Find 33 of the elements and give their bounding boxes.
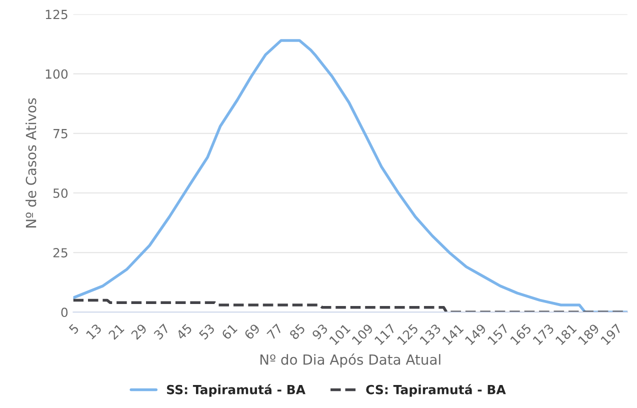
- x-tick-label: 93: [312, 323, 328, 340]
- x-tick-label: 45: [176, 324, 192, 340]
- y-tick-label: 100: [46, 69, 68, 79]
- x-tick-label: 101: [328, 324, 351, 346]
- x-axis-title: Nº do Dia Após Data Atual: [260, 354, 440, 368]
- x-tick-label: 109: [352, 323, 374, 346]
- x-tick-label: 29: [130, 323, 148, 340]
- x-tick-label: 53: [198, 323, 216, 340]
- x-tick-label: 149: [464, 323, 487, 346]
- y-tick-label: 25: [53, 248, 68, 258]
- x-tick-label: 173: [532, 323, 554, 346]
- x-tick-label: 13: [86, 323, 102, 340]
- x-tick-label: 165: [510, 323, 532, 346]
- legend-label: SS: Tapiramutá - BA: [167, 384, 306, 397]
- line-series: [73, 39, 628, 312]
- x-tick-label: 189: [578, 323, 600, 346]
- x-tick-label: 5: [68, 324, 80, 334]
- x-tick-label: 141: [442, 324, 464, 346]
- y-tick-label: 75: [54, 129, 68, 138]
- x-tick-label: 125: [396, 323, 419, 346]
- x-tick-label: 181: [555, 324, 577, 346]
- x-tick-label: 37: [153, 323, 170, 340]
- legend-label: CS: Tapiramutá - BA: [366, 384, 506, 397]
- x-tick-label: 21: [108, 324, 124, 340]
- x-tick-label: 77: [266, 324, 283, 340]
- y-tick-label: 125: [46, 10, 68, 20]
- y-tick-label: 0: [61, 308, 68, 318]
- x-tick-label: 61: [221, 324, 238, 340]
- x-tick-label: 69: [244, 323, 260, 340]
- x-tick-label: 85: [288, 323, 306, 340]
- x-tick-label: 133: [419, 323, 442, 346]
- y-tick-label: 50: [53, 188, 68, 198]
- y-axis-title: Nº de Casos Ativos: [26, 98, 36, 228]
